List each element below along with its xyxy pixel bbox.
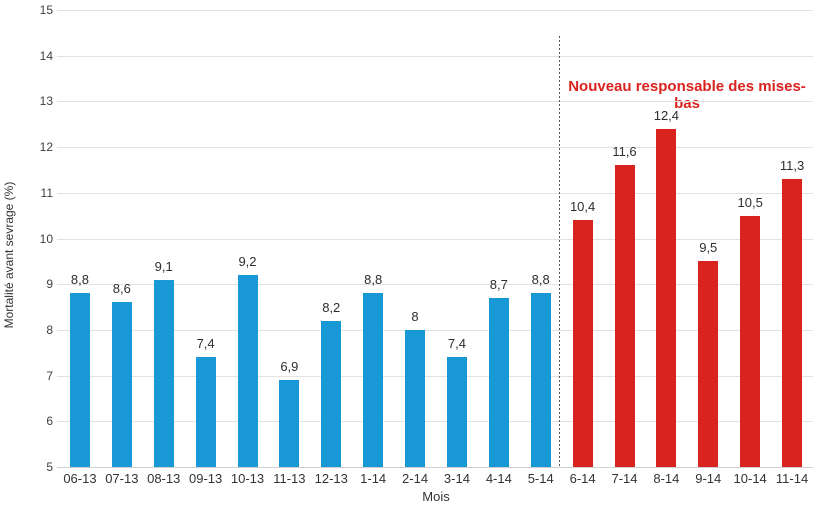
bar-value-label: 9,1 bbox=[154, 258, 173, 274]
bar bbox=[321, 320, 342, 467]
bar-value-label: 8,6 bbox=[112, 281, 131, 297]
gridline bbox=[57, 192, 813, 194]
y-tick-label: 15 bbox=[39, 3, 53, 17]
gridline bbox=[57, 329, 813, 331]
bar-value-label: 10,5 bbox=[737, 194, 763, 210]
gridline bbox=[57, 421, 813, 423]
bar-value-label: 12,4 bbox=[653, 107, 680, 123]
bar-value-label: 8,8 bbox=[70, 272, 89, 288]
period-divider-dashed-line bbox=[558, 36, 560, 467]
gridline bbox=[57, 238, 813, 240]
y-tick-label: 10 bbox=[39, 231, 53, 246]
y-tick-label: 8 bbox=[46, 322, 53, 337]
bar-value-label: 9,5 bbox=[699, 240, 718, 256]
x-tick-label: 1-14 bbox=[360, 471, 387, 486]
gridline bbox=[57, 375, 813, 377]
bar-value-label: 7,4 bbox=[447, 336, 466, 352]
gridline bbox=[57, 147, 813, 149]
x-tick-label: 7-14 bbox=[611, 471, 638, 486]
bar-value-label: 9,2 bbox=[238, 254, 257, 270]
bar bbox=[195, 357, 216, 467]
bar bbox=[530, 293, 551, 467]
bar-value-label: 8,8 bbox=[364, 272, 383, 288]
annotation-new-manager: Nouveau responsable des mises-bas bbox=[568, 78, 806, 112]
bar bbox=[740, 215, 761, 467]
y-tick-label: 7 bbox=[46, 368, 53, 383]
bar-value-label: 7,4 bbox=[196, 336, 215, 352]
y-tick-label: 9 bbox=[46, 277, 53, 292]
x-tick-label: 07-13 bbox=[105, 471, 139, 486]
bar bbox=[656, 128, 677, 467]
x-tick-label: 09-13 bbox=[188, 471, 223, 486]
y-tick-label: 11 bbox=[40, 185, 53, 200]
gridline bbox=[57, 284, 813, 286]
x-tick-label: 8-14 bbox=[653, 471, 680, 486]
x-tick-label: 5-14 bbox=[527, 471, 554, 486]
bar bbox=[69, 293, 90, 467]
bar bbox=[237, 275, 258, 467]
bar bbox=[279, 380, 300, 467]
y-axis-title: Mortalité avant sevrage (%) bbox=[2, 181, 16, 329]
bar bbox=[446, 357, 467, 467]
bar-value-label: 10,4 bbox=[569, 199, 596, 215]
x-tick-label: 4-14 bbox=[485, 471, 512, 486]
y-tick-label: 14 bbox=[39, 48, 53, 63]
bar bbox=[111, 302, 132, 467]
bar bbox=[782, 179, 803, 467]
x-tick-label: 10-13 bbox=[230, 471, 265, 486]
y-tick-label: 6 bbox=[46, 414, 53, 429]
x-tick-label: 11-13 bbox=[273, 471, 306, 486]
bar-value-label: 8,2 bbox=[322, 299, 341, 315]
y-tick-label: 13 bbox=[39, 94, 53, 109]
bar bbox=[363, 293, 384, 467]
bar-value-label: 6,9 bbox=[280, 359, 299, 375]
gridline bbox=[57, 55, 813, 57]
gridline bbox=[57, 10, 813, 11]
bar bbox=[488, 297, 509, 467]
x-tick-label: 08-13 bbox=[147, 471, 181, 486]
x-tick-label: 3-14 bbox=[443, 471, 470, 486]
x-axis-line bbox=[57, 467, 813, 468]
x-tick-label: 12-13 bbox=[314, 471, 348, 486]
bar bbox=[153, 279, 174, 467]
gridline bbox=[57, 101, 813, 103]
bar-value-label: 8,7 bbox=[489, 276, 508, 292]
x-tick-label: 9-14 bbox=[695, 471, 722, 486]
bar bbox=[405, 329, 426, 467]
x-tick-label: 10-14 bbox=[733, 471, 767, 486]
bar-value-label: 8,8 bbox=[531, 272, 550, 288]
y-tick-label: 5 bbox=[46, 460, 53, 474]
x-axis-title: Mois bbox=[422, 489, 450, 504]
bar bbox=[614, 165, 635, 467]
bar bbox=[698, 261, 719, 467]
x-tick-label: 2-14 bbox=[402, 471, 429, 486]
bar-value-label: 8 bbox=[411, 308, 419, 324]
x-tick-label: 11-14 bbox=[775, 471, 809, 486]
bar-value-label: 11,3 bbox=[779, 158, 805, 174]
bar bbox=[572, 220, 593, 467]
x-tick-label: 06-13 bbox=[63, 471, 97, 486]
x-tick-label: 6-14 bbox=[569, 471, 596, 486]
y-tick-label: 12 bbox=[39, 140, 53, 155]
bar-value-label: 11,6 bbox=[612, 144, 637, 160]
